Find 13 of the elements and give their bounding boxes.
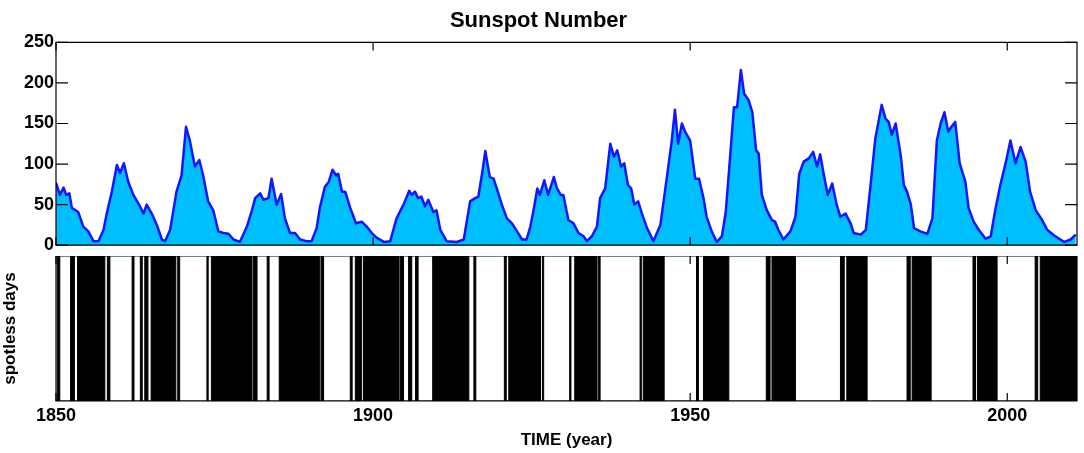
y-axis-title: spotless days [0,272,19,385]
x-tick-label: 1950 [670,404,711,425]
x-tick-label: 1850 [35,404,77,425]
y-tick-label: 150 [23,112,54,133]
y-tick-label: 200 [23,71,54,92]
x-tick-label: 1900 [353,404,394,425]
y-tick-label: 250 [23,31,54,52]
x-tick-label: 2000 [987,404,1028,425]
x-axis-title: TIME (year) [520,430,613,450]
y-tick-label: 50 [33,193,54,214]
y-tick-label: 100 [23,153,54,174]
y-tick-label: 0 [43,234,54,255]
chart-title: Sunspot Number [449,7,628,33]
